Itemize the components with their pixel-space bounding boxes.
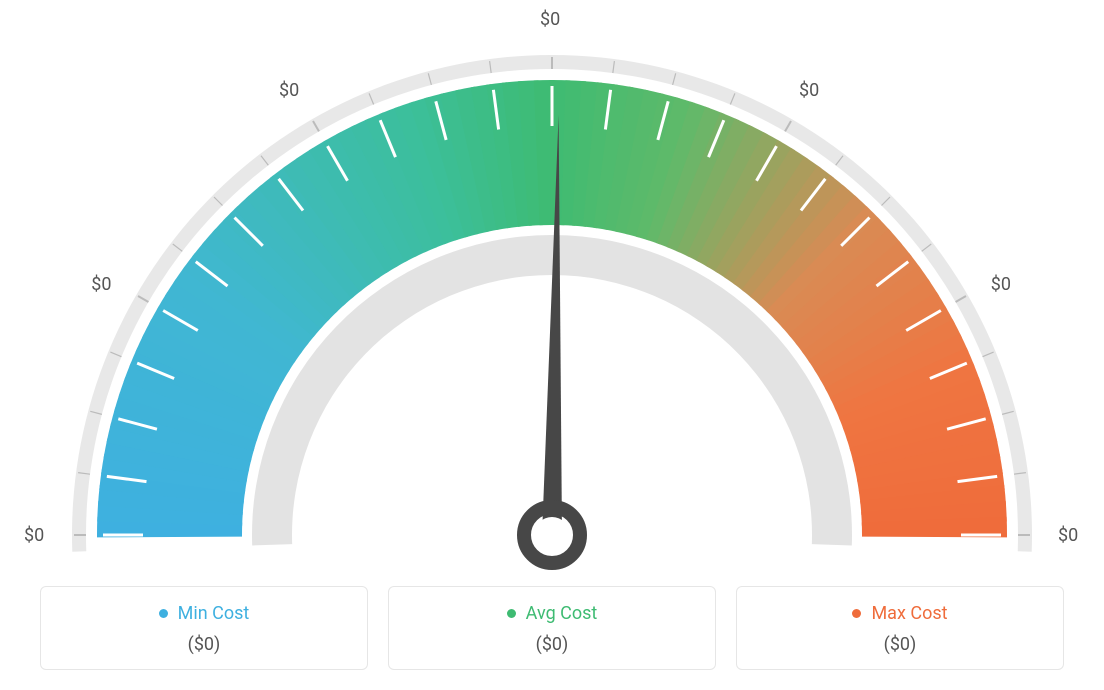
legend-value-avg: ($0) (399, 634, 705, 655)
legend-value-max: ($0) (747, 634, 1053, 655)
legend-label-avg: Avg Cost (526, 603, 598, 624)
legend-label-max: Max Cost (871, 603, 947, 624)
gauge-scale-label: $0 (24, 525, 44, 546)
legend-dot-avg (507, 609, 516, 618)
legend-top-max: Max Cost (852, 603, 947, 624)
gauge-scale-label: $0 (1058, 525, 1078, 546)
legend-top-min: Min Cost (159, 603, 250, 624)
legend-dot-max (852, 609, 861, 618)
legend-card-avg: Avg Cost ($0) (388, 586, 716, 670)
gauge-scale-label: $0 (279, 80, 299, 101)
gauge-scale-label: $0 (991, 274, 1011, 295)
legend-value-min: ($0) (51, 634, 357, 655)
gauge-scale-label: $0 (799, 80, 819, 101)
legend-label-min: Min Cost (178, 603, 250, 624)
gauge-scale-label: $0 (91, 274, 111, 295)
legend-top-avg: Avg Cost (507, 603, 598, 624)
legend-card-max: Max Cost ($0) (736, 586, 1064, 670)
gauge-svg (22, 10, 1082, 570)
legend-card-min: Min Cost ($0) (40, 586, 368, 670)
legend-row: Min Cost ($0) Avg Cost ($0) Max Cost ($0… (40, 586, 1064, 670)
legend-dot-min (159, 609, 168, 618)
gauge-chart: $0 $0 $0 $0 $0 $0 $0 (22, 10, 1082, 570)
gauge-scale-label: $0 (540, 9, 560, 30)
